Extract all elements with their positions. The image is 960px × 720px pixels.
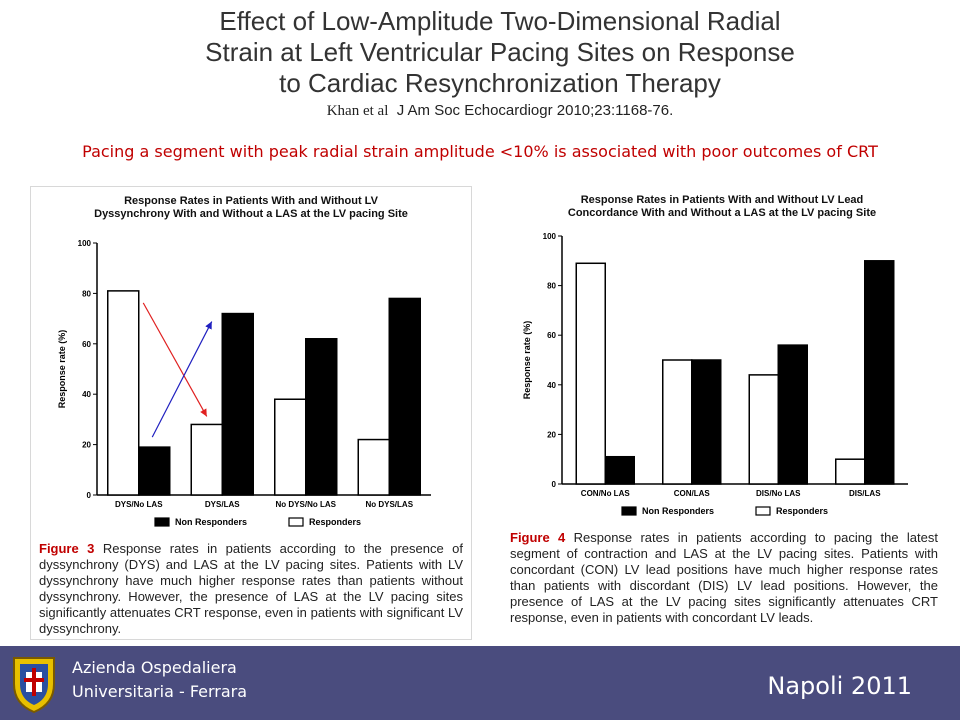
chart-2-title: Response Rates in Patients With and With… <box>498 194 946 220</box>
citation-author: Khan et al <box>326 103 389 119</box>
chart-2-title-line-2: Concordance With and Without a LAS at th… <box>567 207 877 219</box>
chart-1-legend-label: Non Responders <box>175 517 247 527</box>
chart-2-bar-non-responders <box>777 344 808 485</box>
chart-1-bar-non-responders <box>305 338 338 496</box>
chart-1-x-tick-label: DYS/No LAS <box>115 500 163 509</box>
chart-1-y-tick-label: 0 <box>87 491 92 500</box>
chart-1-legend-swatch <box>154 517 170 527</box>
chart-2-y-tick-label: 80 <box>547 282 556 291</box>
chart-2-bar-responders <box>835 458 866 485</box>
chart-2-legend-label: Responders <box>776 506 828 516</box>
chart-2-bar-non-responders <box>864 260 895 485</box>
chart-1-legend-label: Responders <box>309 517 361 527</box>
chart-1-bar-responders <box>190 423 223 496</box>
figure-4-label: Figure 4 <box>510 530 566 545</box>
chart-2-svg: 0 20 40 60 80 100 Response rate (%) CON/No LAS C… <box>522 232 908 516</box>
chart-2-x-tick-label: CON/LAS <box>674 489 711 498</box>
chart-2-x-tick-label: DIS/No LAS <box>756 489 801 498</box>
event-place-year: Napoli 2011 <box>767 672 912 700</box>
chart-2-y-axis-label: Response rate (%) <box>522 321 532 400</box>
red-trend-arrow <box>142 302 208 417</box>
figure-3-panel: Response Rates in Patients With and With… <box>30 186 472 640</box>
chart-1-x-tick-label: No DYS/No LAS <box>276 500 337 509</box>
figure-4-panel: Response Rates in Patients With and With… <box>498 186 946 638</box>
chart-1-y-tick-label: 100 <box>78 239 92 248</box>
chart-1-title-line-1: Response Rates in Patients With and With… <box>124 195 378 207</box>
chart-2-legend-swatch <box>755 506 771 516</box>
figure-4-text: Response rates in patients according to … <box>510 530 938 625</box>
chart-2-y-tick-label: 0 <box>552 480 557 489</box>
chart-2-bar-responders <box>662 359 693 485</box>
chart-2-y-tick-label: 60 <box>547 331 556 340</box>
chart-1-bar-non-responders <box>388 297 421 496</box>
chart-1-bar-non-responders <box>221 312 254 496</box>
chart-1-bar-responders <box>357 438 390 496</box>
chart-1-x-tick-label: No DYS/LAS <box>365 500 413 509</box>
blue-trend-arrow <box>151 321 213 438</box>
chart-1-y-tick-label: 80 <box>82 289 91 298</box>
chart-1-y-tick-label: 20 <box>82 441 91 450</box>
chart-2-x-tick-label: CON/No LAS <box>581 489 631 498</box>
chart-1-title-line-2: Dyssynchrony With and Without a LAS at t… <box>94 208 408 220</box>
chart-1-legend-swatch <box>288 517 304 527</box>
chart-2-y-tick-label: 20 <box>547 430 556 439</box>
chart-2-x-tick-label: DIS/LAS <box>849 489 881 498</box>
chart-2-y-tick-label: 40 <box>547 381 556 390</box>
figure-4-caption: Figure 4 Response rates in patients acco… <box>510 530 938 626</box>
chart-2-y-tick-label: 100 <box>543 232 557 241</box>
chart-2-bar-responders <box>575 262 606 485</box>
title-line-2: Strain at Left Ventricular Pacing Sites … <box>205 37 795 67</box>
chart-2-legend-swatch <box>621 506 637 516</box>
chart-2-bar-non-responders <box>691 359 722 485</box>
org-name-line-2: Universitaria - Ferrara <box>72 682 248 701</box>
chart-1-bar-responders <box>107 290 140 496</box>
citation: Khan et al J Am Soc Echocardiogr 2010;23… <box>150 102 850 120</box>
chart-1-y-tick-label: 40 <box>82 390 91 399</box>
chart-1-bar-responders <box>274 398 307 496</box>
slide-subtitle: Pacing a segment with peak radial strain… <box>82 142 878 161</box>
chart-1-y-axis-label: Response rate (%) <box>57 330 67 409</box>
figure-3-text: Response rates in patients according to … <box>39 541 463 636</box>
chart-2-bar-non-responders <box>604 455 635 485</box>
chart-1-x-tick-label: DYS/LAS <box>205 500 240 509</box>
figure-3-label: Figure 3 <box>39 541 95 556</box>
figure-3-caption: Figure 3 Response rates in patients acco… <box>39 541 463 637</box>
chart-2-bar-responders <box>748 374 779 485</box>
title-line-1: Effect of Low-Amplitude Two-Dimensional … <box>219 6 781 36</box>
chart-1-y-tick-label: 60 <box>82 340 91 349</box>
chart-2-title-line-1: Response Rates in Patients With and With… <box>580 194 864 206</box>
citation-reference: J Am Soc Echocardiogr 2010;23:1168-76. <box>396 102 674 119</box>
chart-1-bar-non-responders <box>138 446 171 496</box>
chart-1-svg: 0 20 40 60 80 100 Response rate (%) DYS/No LAS D… <box>57 239 431 527</box>
slide-title: Effect of Low-Amplitude Two-Dimensional … <box>150 6 850 99</box>
org-name-line-1: Azienda Ospedaliera <box>72 658 237 677</box>
footer-bar: Azienda Ospedaliera Universitaria - Ferr… <box>0 646 960 720</box>
title-line-3: to Cardiac Resynchronization Therapy <box>279 68 721 98</box>
chart-1-title: Response Rates in Patients With and With… <box>31 195 471 221</box>
hospital-crest-icon <box>13 657 55 714</box>
chart-2-legend-label: Non Responders <box>642 506 714 516</box>
